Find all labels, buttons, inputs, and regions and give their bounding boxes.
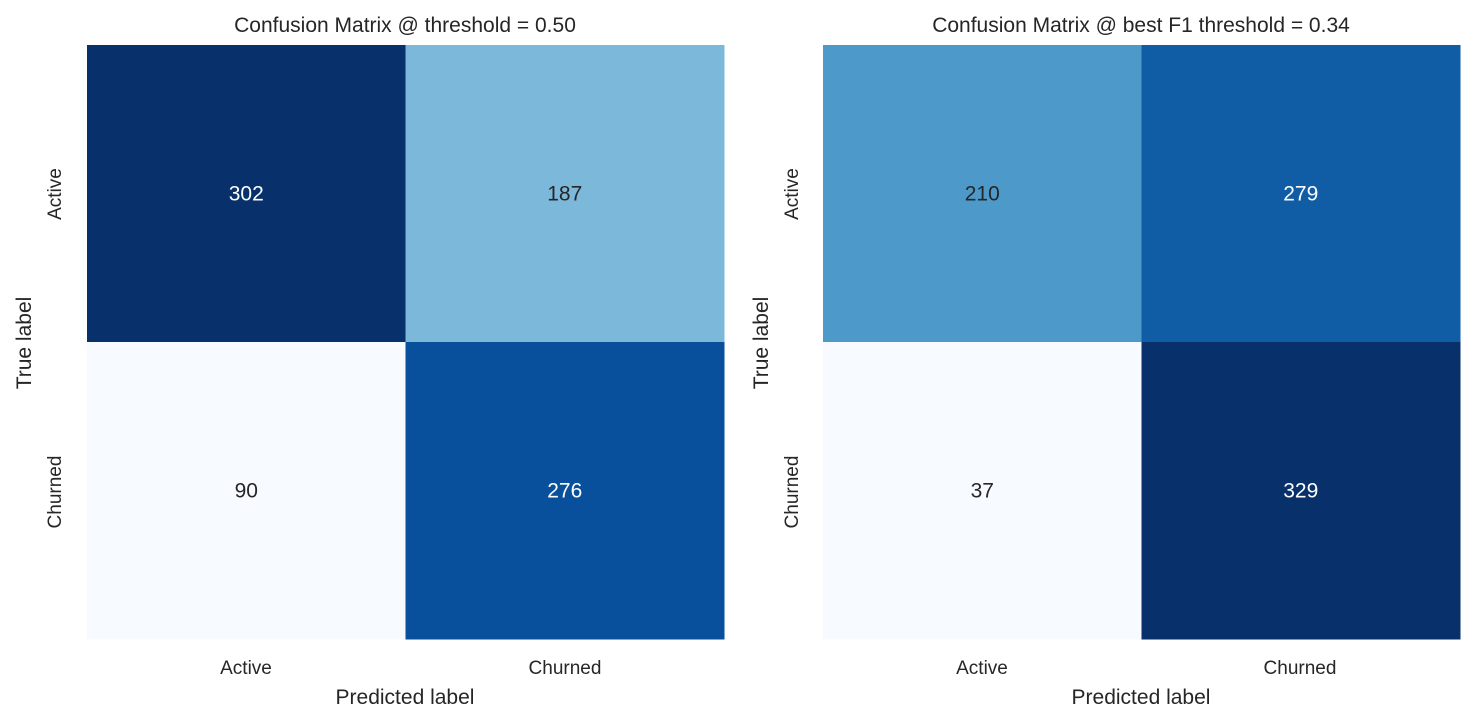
- x-axis-label-left: Predicted label: [336, 686, 475, 709]
- cell-value-churned-churned: 329: [1283, 480, 1318, 503]
- cell-value-churned-active: 37: [971, 480, 994, 503]
- y-tick-left-active: Active: [45, 168, 66, 220]
- x-tick-right-churned: Churned: [1264, 658, 1337, 679]
- cell-value-active-churned: 187: [547, 183, 582, 206]
- x-axis-label-right: Predicted label: [1072, 686, 1211, 709]
- y-axis-label-left: True label: [13, 297, 36, 390]
- chart-left: Confusion Matrix @ threshold = 0.50 302 1…: [13, 14, 725, 709]
- heatmap-cell-churned-churned: [1141, 342, 1461, 640]
- cell-value-churned-churned: 276: [547, 480, 582, 503]
- x-tick-left-active: Active: [220, 658, 272, 679]
- heatmap-cells-right: 210 279 37 329: [823, 45, 1461, 640]
- cell-value-churned-active: 90: [235, 480, 258, 503]
- cell-value-active-churned: 279: [1283, 183, 1318, 206]
- chart-title-left: Confusion Matrix @ threshold = 0.50: [234, 14, 576, 37]
- x-tick-left-churned: Churned: [529, 658, 602, 679]
- y-tick-right-active: Active: [782, 168, 803, 220]
- y-tick-left-churned: Churned: [45, 456, 66, 529]
- chart-right: Confusion Matrix @ best F1 threshold = 0…: [750, 14, 1461, 709]
- y-tick-right-churned: Churned: [782, 456, 803, 529]
- heatmap-cell-churned-active: [823, 342, 1142, 640]
- heatmap-cell-churned-churned: [405, 342, 725, 640]
- y-axis-label-right: True label: [750, 297, 773, 390]
- heatmap-cells-left: 302 187 90 276: [87, 45, 725, 640]
- heatmap-cell-active-active: [87, 45, 406, 343]
- heatmap-cell-active-churned: [405, 45, 725, 343]
- heatmap-cell-active-churned: [1141, 45, 1461, 343]
- heatmap-cell-churned-active: [87, 342, 406, 640]
- cell-value-active-active: 210: [965, 183, 1000, 206]
- heatmap-cell-active-active: [823, 45, 1142, 343]
- x-tick-right-active: Active: [956, 658, 1008, 679]
- cell-value-active-active: 302: [229, 183, 264, 206]
- chart-title-right: Confusion Matrix @ best F1 threshold = 0…: [932, 14, 1350, 37]
